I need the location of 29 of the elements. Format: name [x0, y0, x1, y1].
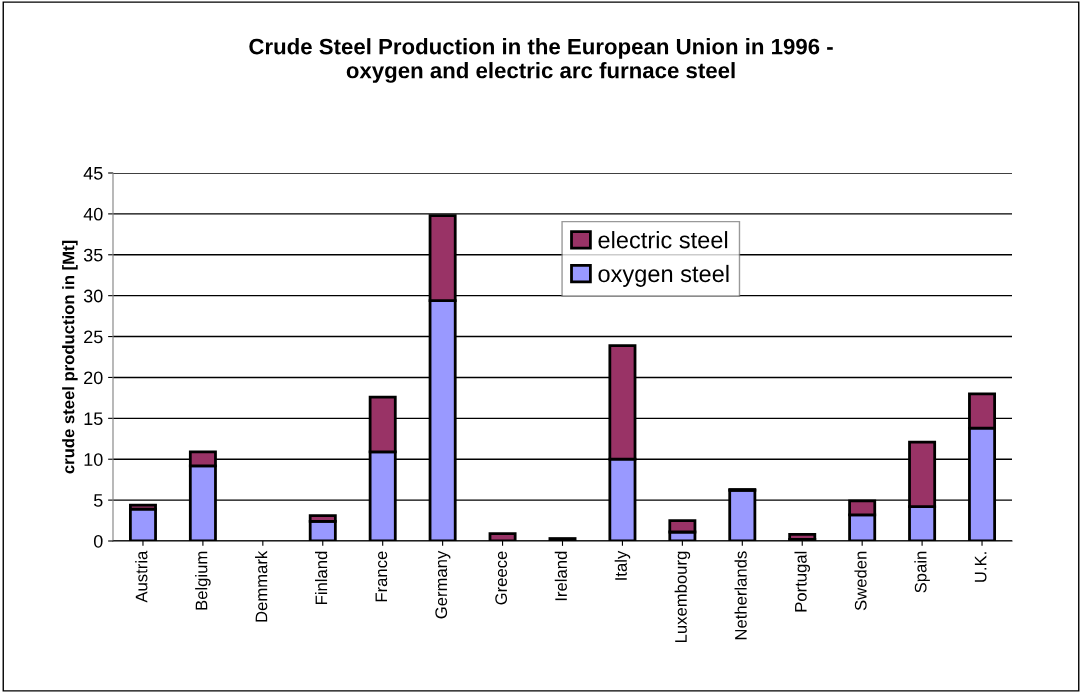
y-tick-label: 0 [93, 534, 103, 548]
x-tick-label: U.K. [974, 552, 987, 582]
legend-label: oxygen steel [598, 264, 729, 287]
x-tick-label: Ireland [554, 551, 567, 601]
x-tick-label: Spain [914, 551, 930, 593]
x-tick-label: Portugal [794, 551, 810, 612]
x-tick-label: Greece [495, 551, 508, 605]
x-tick-label: Finland [315, 551, 328, 605]
y-tick-label: 25 [84, 330, 103, 344]
x-tick-label: Sweden [854, 551, 867, 611]
y-tick-label: 20 [84, 371, 103, 385]
x-tick-label: Demmark [255, 550, 268, 622]
x-tick-label: France [375, 551, 388, 602]
x-tick-label: Netherlands [734, 551, 747, 640]
y-tick-label: 15 [84, 412, 103, 426]
x-tick-label: Germany [435, 550, 451, 619]
chart-title: Crude Steel Production in the European Union in 1996 - oxygen and electric arc furnace steel [249, 38, 833, 83]
y-axis-title: crude steel production in [Mt] [62, 240, 78, 474]
x-tick-label: Italy [614, 550, 631, 580]
y-tick-label: 40 [83, 207, 103, 221]
y-tick-label: 45 [83, 167, 103, 180]
y-tick-label: 30 [83, 289, 103, 303]
x-tick-label: Belgium [195, 551, 211, 610]
x-tick-label: Luxembourg [674, 551, 691, 642]
y-tick-label: 5 [93, 494, 103, 507]
y-tick-label: 10 [84, 453, 103, 466]
legend-label: electric steel [598, 231, 728, 249]
x-tick-label: Austria [135, 550, 148, 603]
y-tick-label: 35 [83, 248, 103, 262]
